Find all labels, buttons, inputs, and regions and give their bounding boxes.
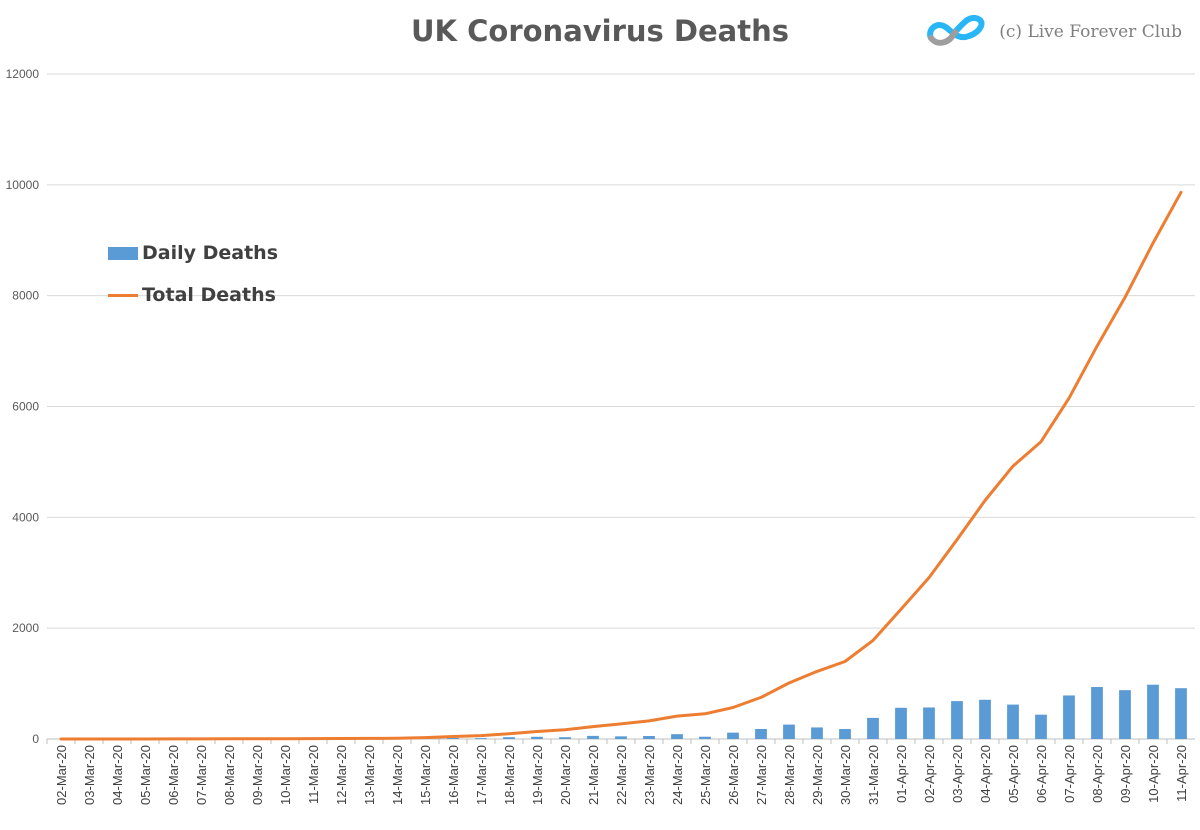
x-tick-label: 17-Mar-20 xyxy=(474,745,489,805)
x-tick-label: 25-Mar-20 xyxy=(698,745,713,805)
x-tick-label: 15-Mar-20 xyxy=(418,745,433,805)
x-tick-label: 08-Mar-20 xyxy=(222,745,237,805)
daily-deaths-bar xyxy=(895,707,907,739)
x-tick-label: 19-Mar-20 xyxy=(530,745,545,805)
x-tick-label: 11-Apr-20 xyxy=(1174,745,1189,802)
daily-deaths-bar xyxy=(1063,695,1075,739)
x-tick-label: 04-Mar-20 xyxy=(110,745,125,805)
daily-deaths-bar xyxy=(475,738,487,739)
x-tick-label: 29-Mar-20 xyxy=(810,745,825,805)
daily-deaths-bar xyxy=(1119,690,1131,739)
daily-deaths-bar xyxy=(755,728,767,739)
y-tick-label: 6000 xyxy=(12,400,39,414)
daily-deaths-bar xyxy=(783,724,795,739)
watermark: (c) Live Forever Club xyxy=(923,14,1182,50)
x-tick-label: 08-Apr-20 xyxy=(1090,745,1105,803)
daily-deaths-bar xyxy=(1035,714,1047,739)
legend-swatch-daily xyxy=(108,246,138,260)
y-tick-label: 10000 xyxy=(6,178,40,192)
daily-deaths-bar xyxy=(503,737,515,739)
x-tick-label: 02-Apr-20 xyxy=(922,745,937,803)
daily-deaths-bar xyxy=(643,736,655,739)
x-tick-label: 03-Mar-20 xyxy=(82,745,97,805)
x-tick-label: 23-Mar-20 xyxy=(642,745,657,805)
x-tick-label: 21-Mar-20 xyxy=(586,745,601,805)
legend-item-total: Total Deaths xyxy=(108,274,278,316)
x-tick-label: 12-Mar-20 xyxy=(334,745,349,805)
daily-deaths-bar xyxy=(1147,684,1159,739)
x-tick-label: 04-Apr-20 xyxy=(978,745,993,803)
daily-deaths-bar xyxy=(615,736,627,739)
legend-swatch-total xyxy=(108,293,138,297)
daily-deaths-bar xyxy=(1091,687,1103,739)
daily-deaths-bar xyxy=(447,737,459,739)
chart-title: UK Coronavirus Deaths xyxy=(411,14,789,48)
x-tick-label: 27-Mar-20 xyxy=(754,745,769,805)
daily-deaths-bar xyxy=(979,699,991,739)
x-tick-label: 10-Apr-20 xyxy=(1146,745,1161,803)
x-tick-label: 24-Mar-20 xyxy=(670,745,685,805)
x-tick-label: 31-Mar-20 xyxy=(866,745,881,805)
x-tick-label: 09-Apr-20 xyxy=(1118,745,1133,803)
y-tick-label: 0 xyxy=(32,732,39,746)
daily-deaths-bar xyxy=(1175,688,1187,739)
x-tick-label: 02-Mar-20 xyxy=(54,745,69,805)
y-tick-label: 8000 xyxy=(12,289,39,303)
daily-deaths-bar xyxy=(531,736,543,739)
daily-deaths-bar xyxy=(839,729,851,739)
x-tick-label: 06-Apr-20 xyxy=(1034,745,1049,803)
x-tick-label: 07-Apr-20 xyxy=(1062,745,1077,803)
daily-deaths-bar xyxy=(951,701,963,739)
y-tick-label: 2000 xyxy=(12,621,39,635)
x-tick-label: 16-Mar-20 xyxy=(446,745,461,805)
infinity-logo-icon xyxy=(927,14,985,46)
daily-deaths-bar xyxy=(587,735,599,739)
legend: Daily Deaths Total Deaths xyxy=(108,232,278,316)
x-tick-label: 09-Mar-20 xyxy=(250,745,265,805)
x-tick-label: 28-Mar-20 xyxy=(782,745,797,805)
x-tick-label: 30-Mar-20 xyxy=(838,745,853,805)
daily-deaths-bar xyxy=(811,727,823,739)
daily-deaths-bar xyxy=(1007,704,1019,739)
legend-label-total: Total Deaths xyxy=(142,284,276,306)
x-tick-label: 14-Mar-20 xyxy=(390,745,405,805)
x-tick-label: 11-Mar-20 xyxy=(306,745,321,804)
x-tick-label: 05-Apr-20 xyxy=(1006,745,1021,803)
total-deaths-line xyxy=(59,190,1183,741)
legend-label-daily: Daily Deaths xyxy=(142,242,279,264)
x-tick-label: 07-Mar-20 xyxy=(194,745,209,805)
y-tick-label: 4000 xyxy=(12,510,39,524)
daily-deaths-bar xyxy=(727,732,739,739)
x-tick-label: 05-Mar-20 xyxy=(138,745,153,805)
daily-deaths-bar xyxy=(867,717,879,739)
legend-item-daily: Daily Deaths xyxy=(108,232,278,274)
x-tick-label: 26-Mar-20 xyxy=(726,745,741,805)
daily-deaths-bar xyxy=(923,707,935,739)
daily-deaths-bar xyxy=(699,736,711,739)
x-tick-label: 01-Apr-20 xyxy=(894,745,909,803)
daily-deaths-bar xyxy=(671,734,683,739)
daily-deaths-bar xyxy=(559,737,571,739)
x-tick-label: 10-Mar-20 xyxy=(278,745,293,805)
x-tick-label: 03-Apr-20 xyxy=(950,745,965,803)
x-tick-label: 20-Mar-20 xyxy=(558,745,573,805)
x-tick-label: 18-Mar-20 xyxy=(502,745,517,805)
watermark-text: (c) Live Forever Club xyxy=(999,22,1182,42)
y-tick-label: 12000 xyxy=(6,67,40,81)
x-tick-label: 06-Mar-20 xyxy=(166,745,181,805)
x-tick-label: 13-Mar-20 xyxy=(362,745,377,805)
x-tick-label: 22-Mar-20 xyxy=(614,745,629,805)
